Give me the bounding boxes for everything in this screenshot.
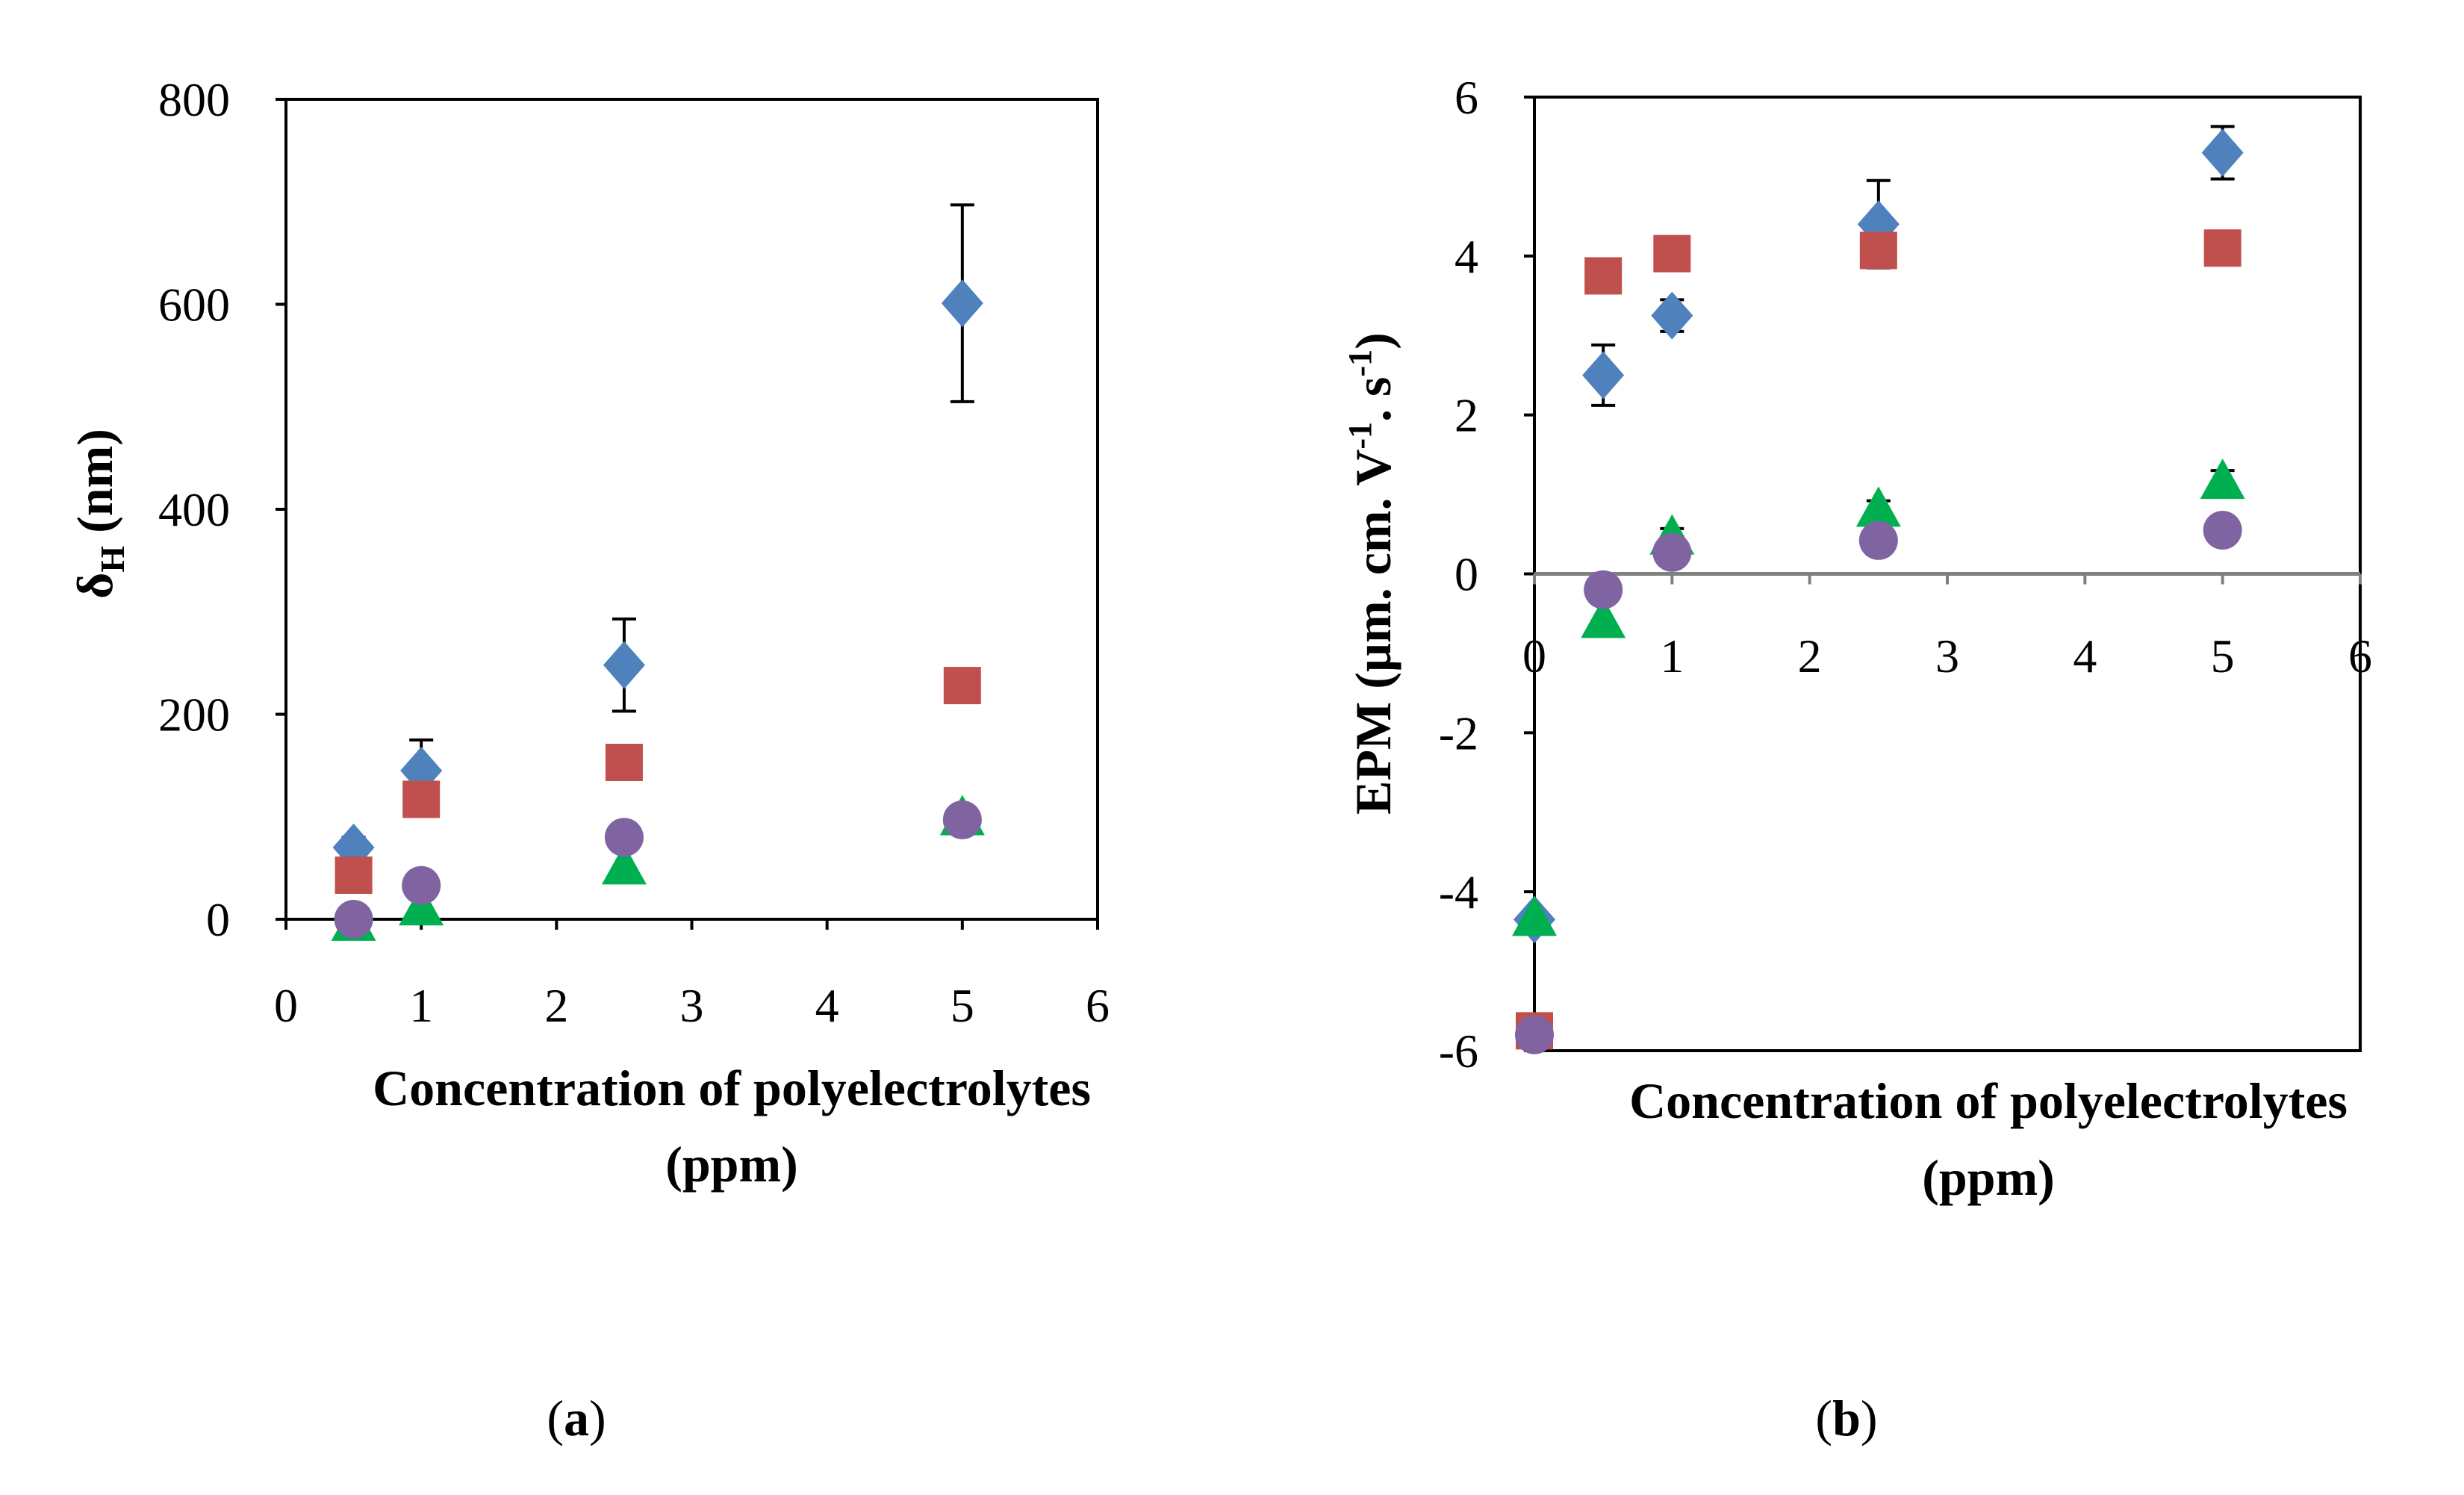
panel-label-a-letter: a	[564, 1390, 589, 1446]
data-point-square-b	[1653, 234, 1691, 273]
data-point-triangle-b	[2200, 459, 2245, 500]
data-point-diamond-a	[941, 279, 983, 328]
tick-group-a: 0 200 400 600 800 0 1 2 3 4 5 6	[158, 73, 1110, 1032]
y-tick-label-a: 600	[158, 279, 230, 332]
data-point-triangle-a	[601, 844, 647, 885]
data-point-square-b	[1584, 257, 1623, 295]
data-point-square-a	[402, 780, 441, 818]
x-tick-label-b: 6	[2348, 630, 2372, 683]
panel-label-a-close: )	[589, 1390, 606, 1446]
chart-panel-a: 0 200 400 600 800 0 1 2 3 4 5 6 Concentration of po…	[66, 73, 1110, 1446]
y-tick-label-a: 0	[206, 893, 230, 946]
x-tick-label-b: 0	[1522, 630, 1546, 683]
x-tick-label-b: 3	[1935, 630, 1959, 683]
y-axis-title-b-pre: EPM (µm. cm. V	[1345, 450, 1401, 815]
marks-group-a	[331, 203, 985, 941]
y-tick-label-b: -2	[1439, 706, 1478, 759]
panel-label-a: (a)	[547, 1390, 606, 1446]
data-point-circle-b	[1652, 532, 1692, 572]
marks-group-b	[1512, 125, 2245, 1054]
data-point-circle-b	[1858, 520, 1898, 560]
y-tick-label-a: 200	[158, 689, 230, 742]
x-axis-title-line2-a: (ppm)	[665, 1136, 798, 1193]
x-tick-label-a: 4	[815, 979, 839, 1032]
y-axis-title-sub-a: H	[93, 546, 131, 573]
data-point-square-a	[605, 744, 643, 782]
data-point-square-b	[1859, 231, 1897, 270]
data-point-diamond-b	[1582, 351, 1625, 400]
y-tick-label-b: -4	[1439, 865, 1478, 919]
y-tick-label-b: 2	[1455, 389, 1478, 442]
y-axis-title-b-sup1: -1	[1342, 422, 1378, 450]
data-point-square-a	[335, 856, 373, 894]
data-point-circle-b	[1515, 1015, 1554, 1054]
chart-panel-b: -6 -4 -2 0 2 4 6 0 1 2 3 4 5 6 Concentration of polye…	[1342, 71, 2372, 1446]
x-tick-label-b: 1	[1660, 630, 1684, 683]
y-tick-label-a: 400	[158, 483, 230, 536]
x-tick-label-a: 5	[951, 979, 974, 1032]
y-tick-label-b: 6	[1455, 71, 1478, 124]
y-tick-label-a: 800	[158, 73, 230, 126]
x-tick-label-a: 1	[409, 979, 433, 1032]
y-axis-title-b-sup2: -1	[1342, 349, 1378, 377]
data-point-triangle-b	[1581, 597, 1626, 638]
data-point-circle-a	[942, 800, 982, 839]
data-point-triangle-b	[1512, 895, 1557, 936]
data-point-triangle-b	[1855, 486, 1901, 527]
tick-group-b: -6 -4 -2 0 2 4 6 0 1 2 3 4 5 6	[1439, 71, 2372, 1078]
x-tick-label-b: 5	[2211, 630, 2235, 683]
panel-label-b-open: (	[1815, 1390, 1832, 1446]
data-point-circle-a	[604, 818, 644, 857]
x-tick-label-a: 6	[1086, 979, 1110, 1032]
x-axis-title-line2-b: (ppm)	[1922, 1149, 2055, 1206]
panel-label-b-letter: b	[1832, 1390, 1861, 1446]
panel-label-a-open: (	[547, 1390, 564, 1446]
data-point-circle-a	[334, 900, 373, 939]
y-tick-label-b: 4	[1455, 230, 1478, 283]
y-axis-title-main-a: δ	[66, 573, 123, 599]
y-axis-title-b-post: )	[1345, 332, 1401, 349]
y-axis-title-a: δH (nm)	[66, 429, 131, 599]
x-tick-label-a: 0	[274, 979, 298, 1032]
y-tick-label-b: -6	[1439, 1025, 1478, 1078]
data-point-triangle-a	[399, 885, 444, 926]
data-point-circle-a	[402, 865, 441, 905]
y-axis-title-b-mid: . s	[1345, 376, 1401, 421]
data-point-diamond-b	[2201, 128, 2244, 177]
y-tick-label-b: 0	[1455, 548, 1478, 601]
x-axis-title-line1-b: Concentration of polyelectrolytes	[1629, 1072, 2348, 1129]
x-axis-title-line1-a: Concentration of polyelectrolytes	[373, 1060, 1091, 1116]
x-tick-label-b: 4	[2073, 630, 2097, 683]
data-point-diamond-a	[603, 641, 645, 689]
panel-label-b-close: )	[1861, 1390, 1878, 1446]
x-tick-label-b: 2	[1798, 630, 1822, 683]
y-axis-title-unit-a: (nm)	[66, 429, 123, 546]
data-point-circle-b	[2203, 510, 2242, 550]
data-point-square-b	[2203, 229, 2241, 267]
data-point-diamond-b	[1651, 291, 1693, 340]
x-tick-label-a: 2	[544, 979, 568, 1032]
panel-label-b: (b)	[1815, 1390, 1877, 1446]
data-point-square-a	[943, 667, 981, 705]
y-axis-title-b: EPM (µm. cm. V-1. s-1)	[1342, 332, 1401, 815]
x-tick-label-a: 3	[680, 979, 704, 1032]
data-point-circle-b	[1584, 570, 1623, 609]
